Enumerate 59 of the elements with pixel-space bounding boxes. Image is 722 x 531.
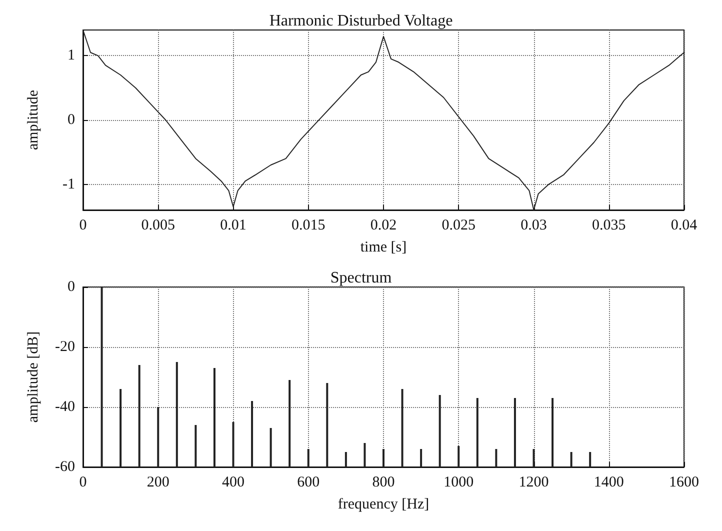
bar [552,398,554,467]
y-tick-label: 0 [68,279,75,295]
bar [307,449,310,467]
y-tick-label: -40 [55,399,75,415]
y-tick-label: 1 [68,48,75,64]
x-tick-label: 0.015 [292,218,326,234]
y-tick-label: -1 [62,176,75,192]
bar [270,428,272,467]
x-tick-label: 400 [222,474,244,490]
bar [382,449,384,467]
bar [326,383,328,467]
bar [157,407,160,467]
bar [138,365,140,467]
x-tick-label: 1600 [669,474,699,490]
y-tick-label: -20 [55,339,75,355]
x-axis-title: time [s] [360,240,407,256]
x-tick-label: 0.03 [520,218,547,234]
y-axis-title: amplitude [26,90,42,150]
chart-title: Harmonic Disturbed Voltage [269,12,453,30]
y-tick-label: -60 [55,459,75,475]
y-tick-label: 0 [68,112,75,128]
x-tick-label: 1400 [594,474,624,490]
bar [344,452,347,467]
chart-title: Spectrum [330,270,392,286]
x-axis-title: frequency [Hz] [338,496,430,512]
bar [570,452,572,467]
x-tick-label: 0.035 [592,218,626,234]
line-series [82,30,684,210]
x-tick-label: 800 [372,474,395,490]
x-tick-label: 0.04 [670,218,698,234]
bar [420,449,422,467]
y-axis-title: amplitude [dB] [26,331,42,423]
bar [100,287,103,467]
bar [476,398,478,467]
bar [514,398,516,467]
bar [401,389,404,467]
bar [532,449,535,467]
bar [364,443,366,467]
bar [438,395,441,467]
x-tick-label: 0 [79,218,87,234]
x-tick-label: 0.005 [141,218,175,234]
x-tick-label: 1200 [518,474,549,490]
x-tick-label: 0 [79,474,87,490]
bar [458,446,460,467]
bar [194,425,197,467]
bar [176,362,178,467]
bar [495,449,498,467]
x-tick-label: 1000 [444,474,474,490]
bar [288,380,291,467]
x-tick-label: 0.02 [370,218,397,234]
x-tick-label: 0.025 [442,218,476,234]
x-tick-label: 600 [297,474,320,490]
x-tick-label: 0.01 [220,218,246,234]
bar [251,401,254,467]
x-tick-label: 200 [146,474,170,490]
bar [120,389,122,467]
bar [213,368,216,467]
bar [232,422,234,467]
bar [589,452,592,467]
